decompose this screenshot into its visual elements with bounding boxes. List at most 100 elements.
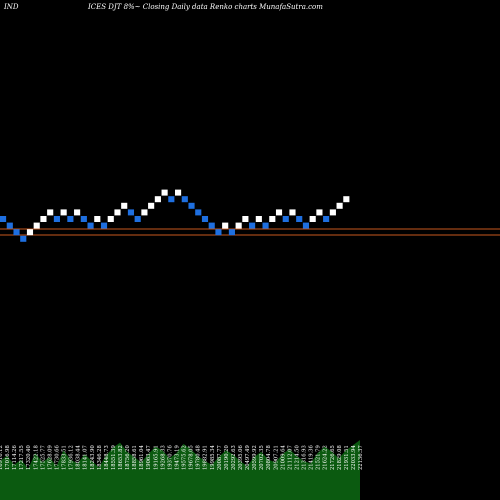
volume-label: 18653.82 <box>118 445 124 470</box>
volume-label: 21521.79 <box>316 445 322 470</box>
volume-label: 17628.09 <box>47 445 53 470</box>
renko-brick-up <box>275 209 283 216</box>
volume-label: 18961.04 <box>139 445 145 470</box>
volume-area-fill <box>0 440 360 500</box>
volume-label: 22136.37 <box>358 445 364 470</box>
volume-label: 17936.12 <box>69 445 75 470</box>
volume-label: 21316.93 <box>302 445 308 470</box>
volume-label: 17217.55 <box>19 445 25 470</box>
renko-brick-up <box>121 202 128 209</box>
volume-label: 20599.92 <box>252 445 258 470</box>
renko-brick-down <box>87 222 94 229</box>
renko-brick-up <box>148 202 155 209</box>
renko-brick-up <box>47 209 54 216</box>
volume-label: 18858.61 <box>132 445 138 470</box>
renko-brick-up <box>255 216 262 222</box>
volume-label: 21214.50 <box>295 445 301 470</box>
chart-title: ICES DJT 8%~ Closing Daily data Renko ch… <box>87 3 323 11</box>
volume-label: 17730.66 <box>55 445 61 470</box>
renko-brick-up <box>235 222 242 229</box>
volume-label: 20804.78 <box>266 445 272 470</box>
renko-brick-down <box>201 216 209 222</box>
volume-label: 21624.22 <box>323 445 329 470</box>
renko-brick-up <box>161 189 168 196</box>
volume-label: 21419.36 <box>309 445 315 470</box>
renko-brick-down <box>134 216 141 222</box>
volume-label: 20497.49 <box>245 445 251 470</box>
volume-label: 20907.21 <box>273 445 279 470</box>
volume-label: 19370.76 <box>167 445 173 470</box>
renko-brick-down <box>0 216 7 222</box>
volume-label: 18551.39 <box>111 445 117 470</box>
volume-label: 19985.34 <box>210 445 216 470</box>
renko-brick-up <box>242 216 249 222</box>
renko-brick-down <box>228 229 235 236</box>
renko-brick-up <box>114 209 121 216</box>
chart-header-left: IND <box>3 3 19 11</box>
volume-label: 21009.64 <box>280 445 286 470</box>
renko-brick-up <box>316 209 323 216</box>
volume-label: 19063.47 <box>146 445 152 470</box>
renko-brick-down <box>168 196 175 203</box>
renko-brick-up <box>154 196 161 203</box>
volume-label: 20087.77 <box>217 445 223 470</box>
renko-brick-down <box>100 222 108 229</box>
renko-brick-up <box>222 222 229 229</box>
volume-label: 20190.20 <box>224 445 230 470</box>
volume-label: 17320.40 <box>26 445 32 470</box>
renko-brick-up <box>107 216 114 222</box>
renko-brick-down <box>13 229 20 236</box>
renko-brick-up <box>175 189 182 196</box>
renko-brick-up <box>33 222 40 229</box>
volume-label: 18243.90 <box>90 445 96 470</box>
volume-label: 19678.05 <box>189 445 195 470</box>
renko-brick-down <box>127 209 135 216</box>
volume-label: 20292.63 <box>231 445 237 470</box>
volume-label: 18038.44 <box>76 445 82 470</box>
volume-label: 16916.12 <box>0 445 4 470</box>
volume-label: 21931.51 <box>344 445 350 470</box>
renko-brick-down <box>181 196 188 203</box>
renko-brick-down <box>188 202 195 209</box>
renko-brick-down <box>282 216 289 222</box>
volume-label: 20702.35 <box>259 445 265 470</box>
renko-brick-up <box>309 216 316 222</box>
renko-brick-down <box>249 222 256 229</box>
renko-brick-down <box>208 222 215 229</box>
renko-brick-up <box>94 216 101 222</box>
renko-brick-down <box>20 235 27 242</box>
volume-label: 19882.91 <box>203 445 209 470</box>
renko-brick-up <box>329 209 336 216</box>
renko-brick-up <box>343 196 350 203</box>
renko-brick-up <box>269 216 276 222</box>
volume-area <box>0 440 360 500</box>
volume-labels: 16916.12 17016.98 17114.26 17217.55 17320.40… <box>0 445 364 470</box>
renko-brick-up <box>26 229 34 236</box>
volume-label: 17016.98 <box>5 445 11 470</box>
renko-brick-down <box>323 216 330 222</box>
volume-label: 18141.07 <box>83 445 89 470</box>
renko-brick-down <box>215 229 222 236</box>
volume-label: 19473.19 <box>175 445 181 470</box>
renko-brick-up <box>289 209 296 216</box>
reference-lines <box>0 228 500 236</box>
volume-label: 22033.94 <box>351 445 357 470</box>
volume-label: 20395.06 <box>238 445 244 470</box>
volume-label: 17422.18 <box>33 445 39 470</box>
renko-bricks <box>0 189 350 242</box>
renko-brick-down <box>80 216 87 222</box>
volume-label: 17525.77 <box>40 445 46 470</box>
volume-label: 18756.20 <box>125 445 131 470</box>
volume-label: 19165.91 <box>153 445 159 470</box>
renko-brick-down <box>302 222 310 229</box>
renko-brick-up <box>74 209 81 216</box>
volume-label: 21829.08 <box>337 445 343 470</box>
volume-label: 19780.48 <box>196 445 202 470</box>
renko-brick-up <box>60 209 67 216</box>
volume-label: 18448.73 <box>104 445 110 470</box>
volume-label: 21112.07 <box>287 445 293 470</box>
volume-label: 18346.28 <box>97 445 103 470</box>
renko-brick-up <box>336 202 343 209</box>
